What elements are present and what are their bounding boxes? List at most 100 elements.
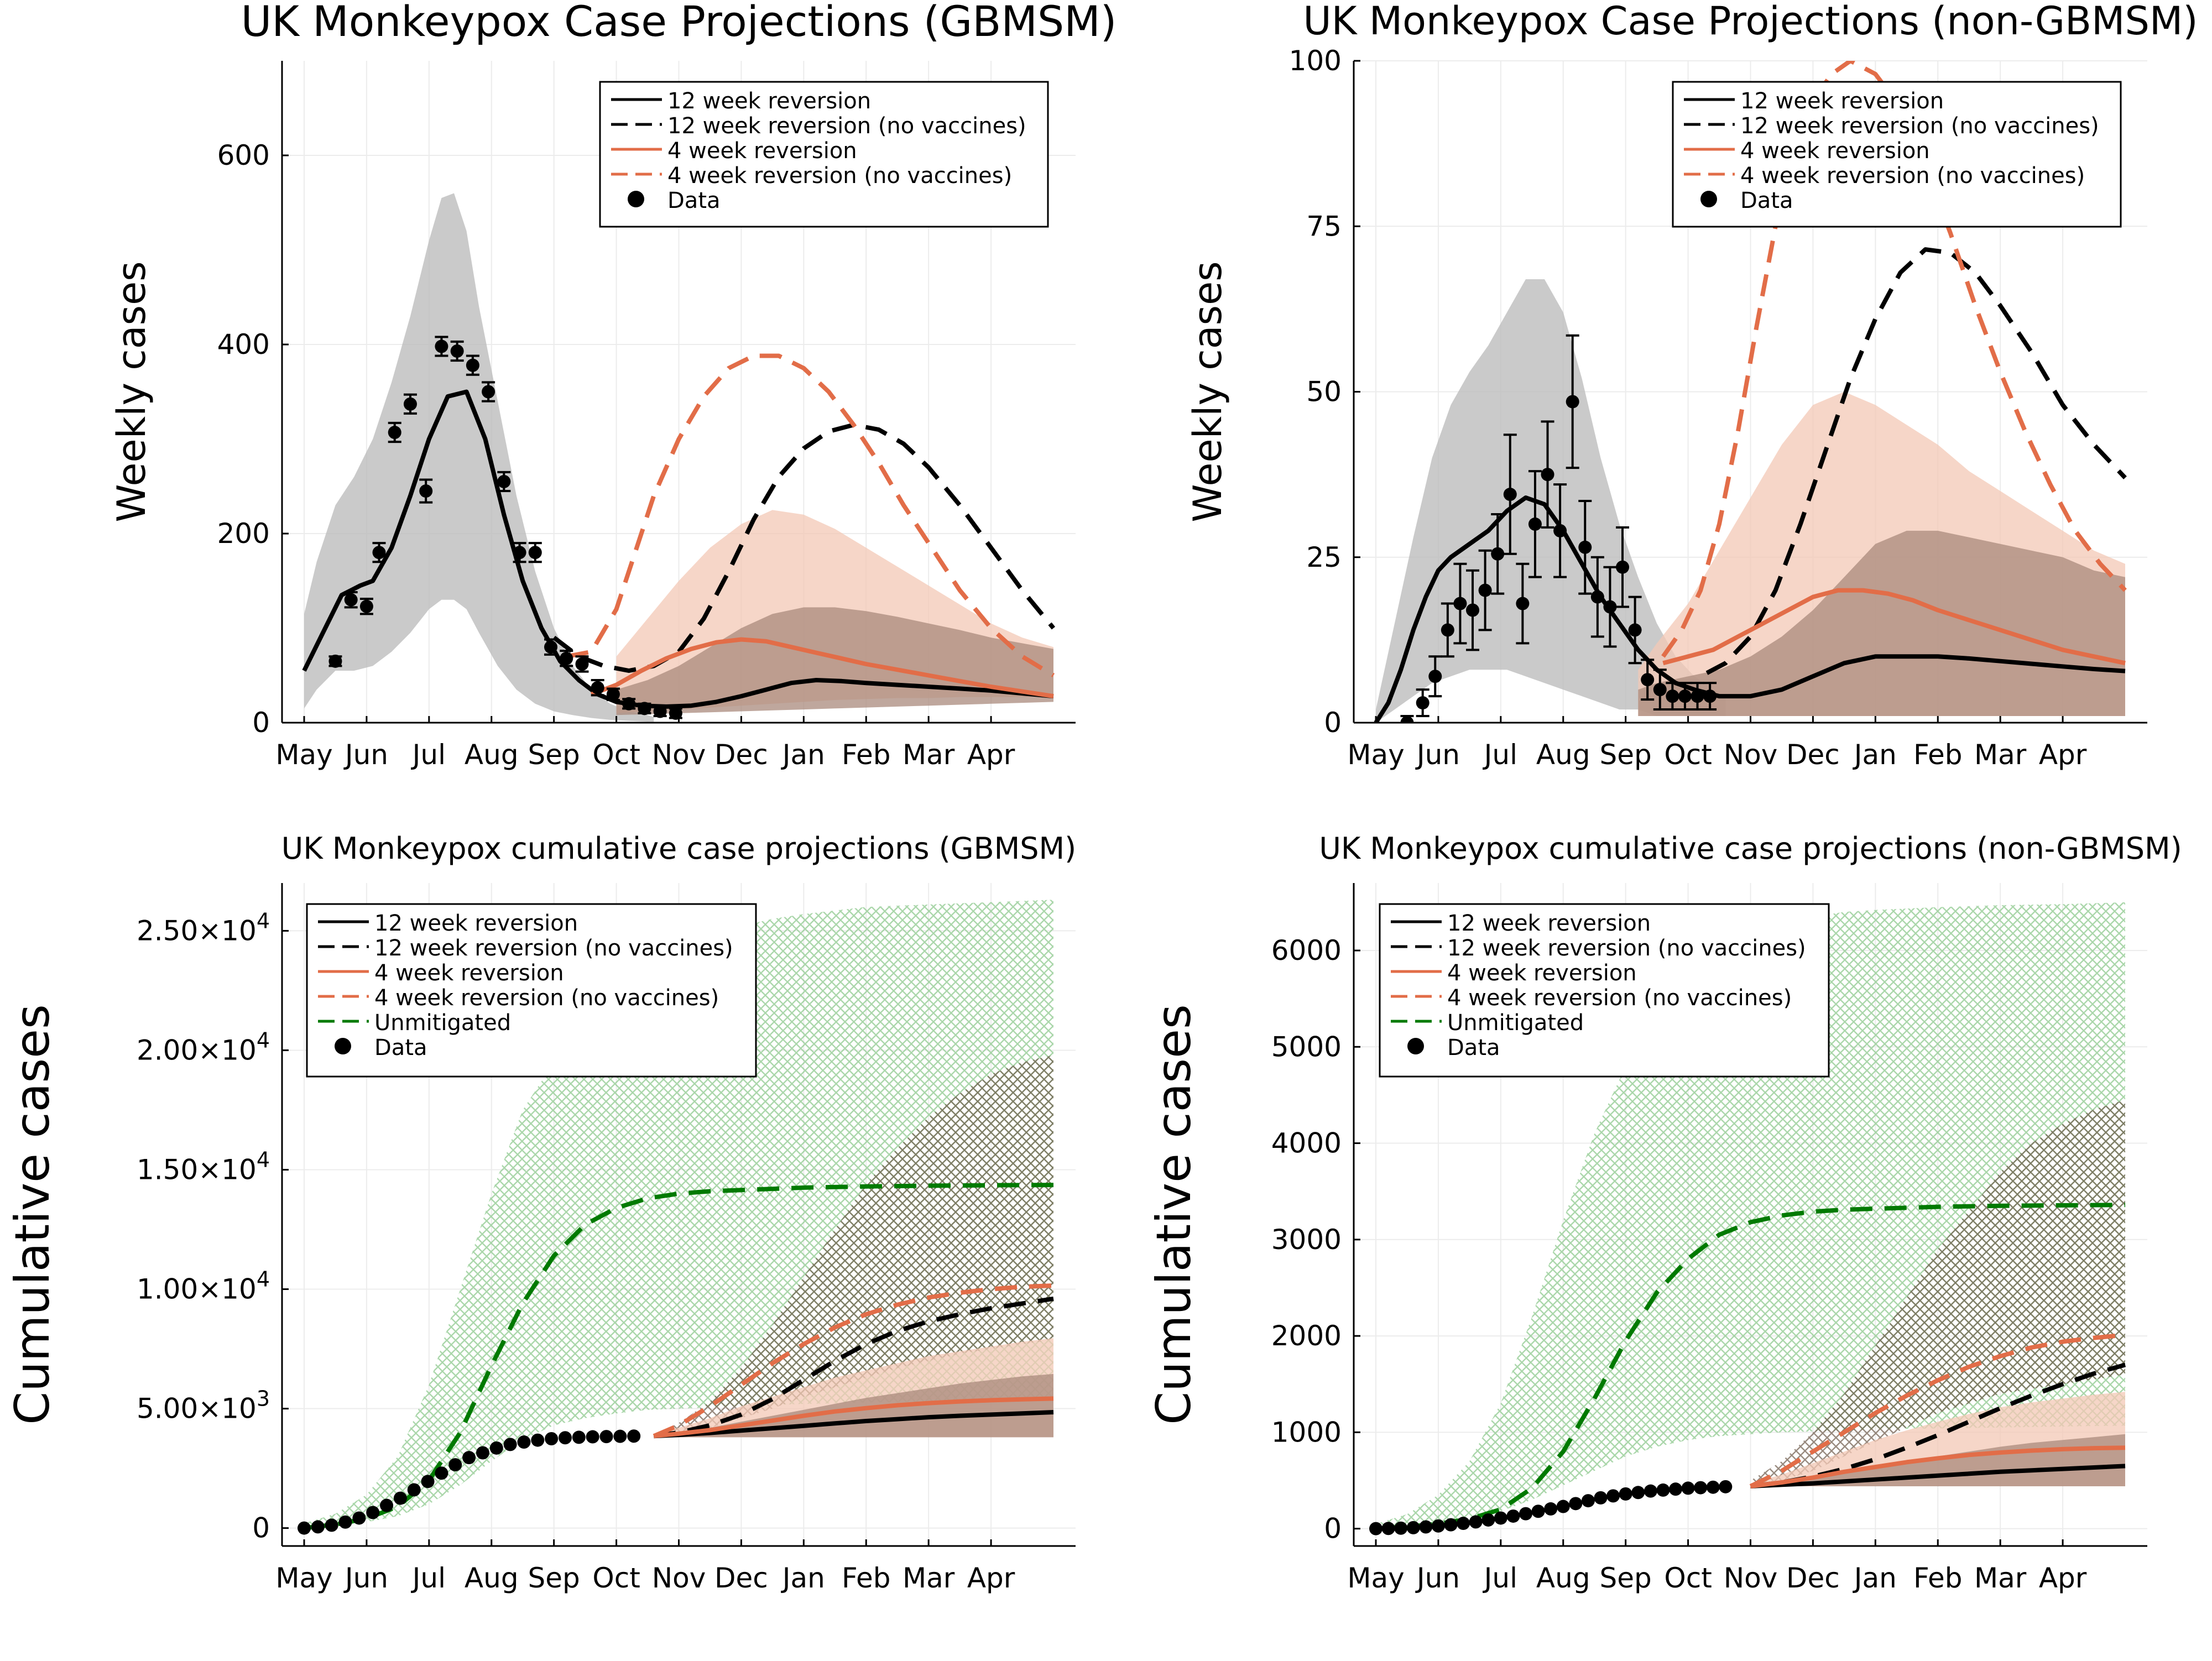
data-point bbox=[528, 546, 542, 560]
x-tick-label: Jan bbox=[1853, 739, 1897, 771]
data-point bbox=[462, 1451, 476, 1465]
panel-cumulative-non-gbmsm: May Jun Jul Aug Sep Oct Nov Dec Jan Feb Mar Apr 0 100… bbox=[1146, 831, 2182, 1594]
x-tick-label: Nov bbox=[1724, 1562, 1778, 1594]
y-tick-label: 2.00×104 bbox=[137, 1028, 270, 1066]
legend-box bbox=[1672, 81, 2122, 228]
data-point bbox=[1406, 1521, 1420, 1534]
legend-label: 4 week reversion (no vaccines) bbox=[374, 985, 719, 1011]
legend-label: Data bbox=[374, 1035, 427, 1061]
data-point bbox=[1544, 1502, 1558, 1516]
data-points bbox=[328, 336, 682, 720]
y-tick-label: 4000 bbox=[1271, 1127, 1342, 1159]
x-tick-label: Apr bbox=[967, 739, 1015, 771]
panel-weekly-non-gbmsm: May Jun Jul Aug Sep Oct Nov Dec Jan Feb Mar Apr 0 25 5… bbox=[1185, 0, 2198, 771]
data-point bbox=[1441, 623, 1454, 637]
data-point bbox=[450, 344, 464, 358]
data-point bbox=[1481, 1513, 1495, 1527]
data-point bbox=[1428, 670, 1442, 683]
legend-label: 12 week reversion bbox=[374, 911, 578, 936]
data-point bbox=[1616, 560, 1630, 574]
y-axis-label: Cumulative cases bbox=[5, 1004, 60, 1425]
y-tick-label: 6000 bbox=[1271, 934, 1342, 967]
legend-marker-data bbox=[1407, 1038, 1424, 1054]
plot-area bbox=[302, 193, 1056, 722]
data-point bbox=[1569, 1497, 1583, 1511]
data-point bbox=[1466, 603, 1480, 617]
data-point bbox=[1631, 1486, 1645, 1500]
data-point bbox=[311, 1520, 325, 1534]
y-tick-label: 600 bbox=[217, 139, 270, 171]
series-line-12-week-reversion bbox=[302, 389, 1054, 709]
y-tick-label: 1.00×104 bbox=[137, 1267, 270, 1305]
data-point bbox=[298, 1521, 311, 1535]
data-point bbox=[1369, 1522, 1383, 1535]
data-point bbox=[1519, 1507, 1532, 1521]
plot-area bbox=[1369, 902, 2126, 1535]
data-point bbox=[517, 1435, 531, 1449]
y-tick-label: 100 bbox=[1289, 45, 1342, 77]
series-line-4-week-reversion bbox=[590, 637, 1054, 699]
series-line-12-week-reversion bbox=[654, 1410, 1054, 1439]
data-point bbox=[1719, 1480, 1733, 1493]
legend-label: Data bbox=[1740, 188, 1793, 213]
series-line-4-week-reversion-no-vaccines bbox=[653, 1283, 1054, 1438]
data-point bbox=[1681, 1481, 1695, 1495]
band-observed-period-interval bbox=[1376, 279, 1726, 723]
data-point bbox=[1503, 488, 1517, 502]
data-point bbox=[1653, 683, 1667, 697]
data-point bbox=[558, 1431, 572, 1445]
x-tick-label: Nov bbox=[652, 1562, 706, 1594]
data-point bbox=[489, 1441, 503, 1455]
data-point bbox=[572, 1430, 586, 1444]
legend-label: 4 week reversion (no vaccines) bbox=[667, 163, 1012, 189]
data-point bbox=[1644, 1484, 1657, 1498]
data-point bbox=[1416, 696, 1430, 710]
data-point bbox=[325, 1518, 338, 1532]
legend-label: 12 week reversion (no vaccines) bbox=[1740, 113, 2099, 139]
series-line-4-week-reversion-no-vaccines bbox=[1749, 1333, 2126, 1488]
data-point bbox=[1494, 1511, 1507, 1525]
data-point bbox=[545, 1432, 559, 1445]
data-point bbox=[359, 599, 373, 613]
x-tick-label: Feb bbox=[1913, 739, 1963, 771]
data-point bbox=[1453, 597, 1467, 610]
data-point bbox=[1581, 1494, 1595, 1508]
y-tick-label: 75 bbox=[1306, 210, 1342, 242]
x-tick-label: Mar bbox=[1974, 739, 2027, 771]
y-axis-label: Weekly cases bbox=[109, 261, 154, 522]
legend-label: 12 week reversion bbox=[1740, 88, 1944, 114]
panel-weekly-gbmsm: May Jun Jul Aug Sep Oct Nov Dec Jan Feb Mar Apr 0 200… bbox=[109, 0, 1117, 771]
data-point bbox=[421, 1475, 435, 1488]
data-point bbox=[627, 1429, 641, 1443]
series-line-4-week-reversion-no-vaccines bbox=[1661, 61, 2127, 658]
data-point bbox=[497, 474, 511, 488]
legend-label: 4 week reversion (no vaccines) bbox=[1447, 985, 1792, 1011]
legend-label: Data bbox=[1447, 1035, 1500, 1061]
data-point bbox=[393, 1491, 407, 1505]
data-point bbox=[407, 1483, 421, 1497]
data-point bbox=[388, 426, 401, 440]
legend-box bbox=[1379, 903, 1830, 1078]
series-line-12-week-reversion-no-vaccines bbox=[1750, 1362, 2126, 1488]
data-point bbox=[606, 687, 620, 701]
data-point bbox=[1666, 690, 1679, 703]
data-point bbox=[328, 654, 342, 668]
data-point bbox=[531, 1433, 545, 1447]
data-point bbox=[1444, 1518, 1458, 1532]
data-point bbox=[503, 1438, 517, 1451]
x-tick-label: Aug bbox=[1536, 1562, 1590, 1594]
data-point bbox=[1678, 690, 1692, 703]
y-tick-label: 400 bbox=[217, 328, 270, 361]
legend-label: 4 week reversion bbox=[667, 138, 857, 164]
data-point bbox=[1531, 1505, 1545, 1518]
legend-label: Data bbox=[667, 188, 721, 213]
data-point bbox=[482, 385, 495, 399]
x-tick-label: Mar bbox=[1974, 1562, 2027, 1594]
data-point bbox=[591, 681, 604, 694]
legend-label: Unmitigated bbox=[374, 1010, 511, 1036]
x-tick-label: Jan bbox=[781, 739, 825, 771]
x-tick-label: Feb bbox=[842, 739, 891, 771]
x-tick-label: Oct bbox=[592, 739, 640, 771]
data-point bbox=[1619, 1487, 1632, 1501]
data-point bbox=[1691, 690, 1704, 703]
